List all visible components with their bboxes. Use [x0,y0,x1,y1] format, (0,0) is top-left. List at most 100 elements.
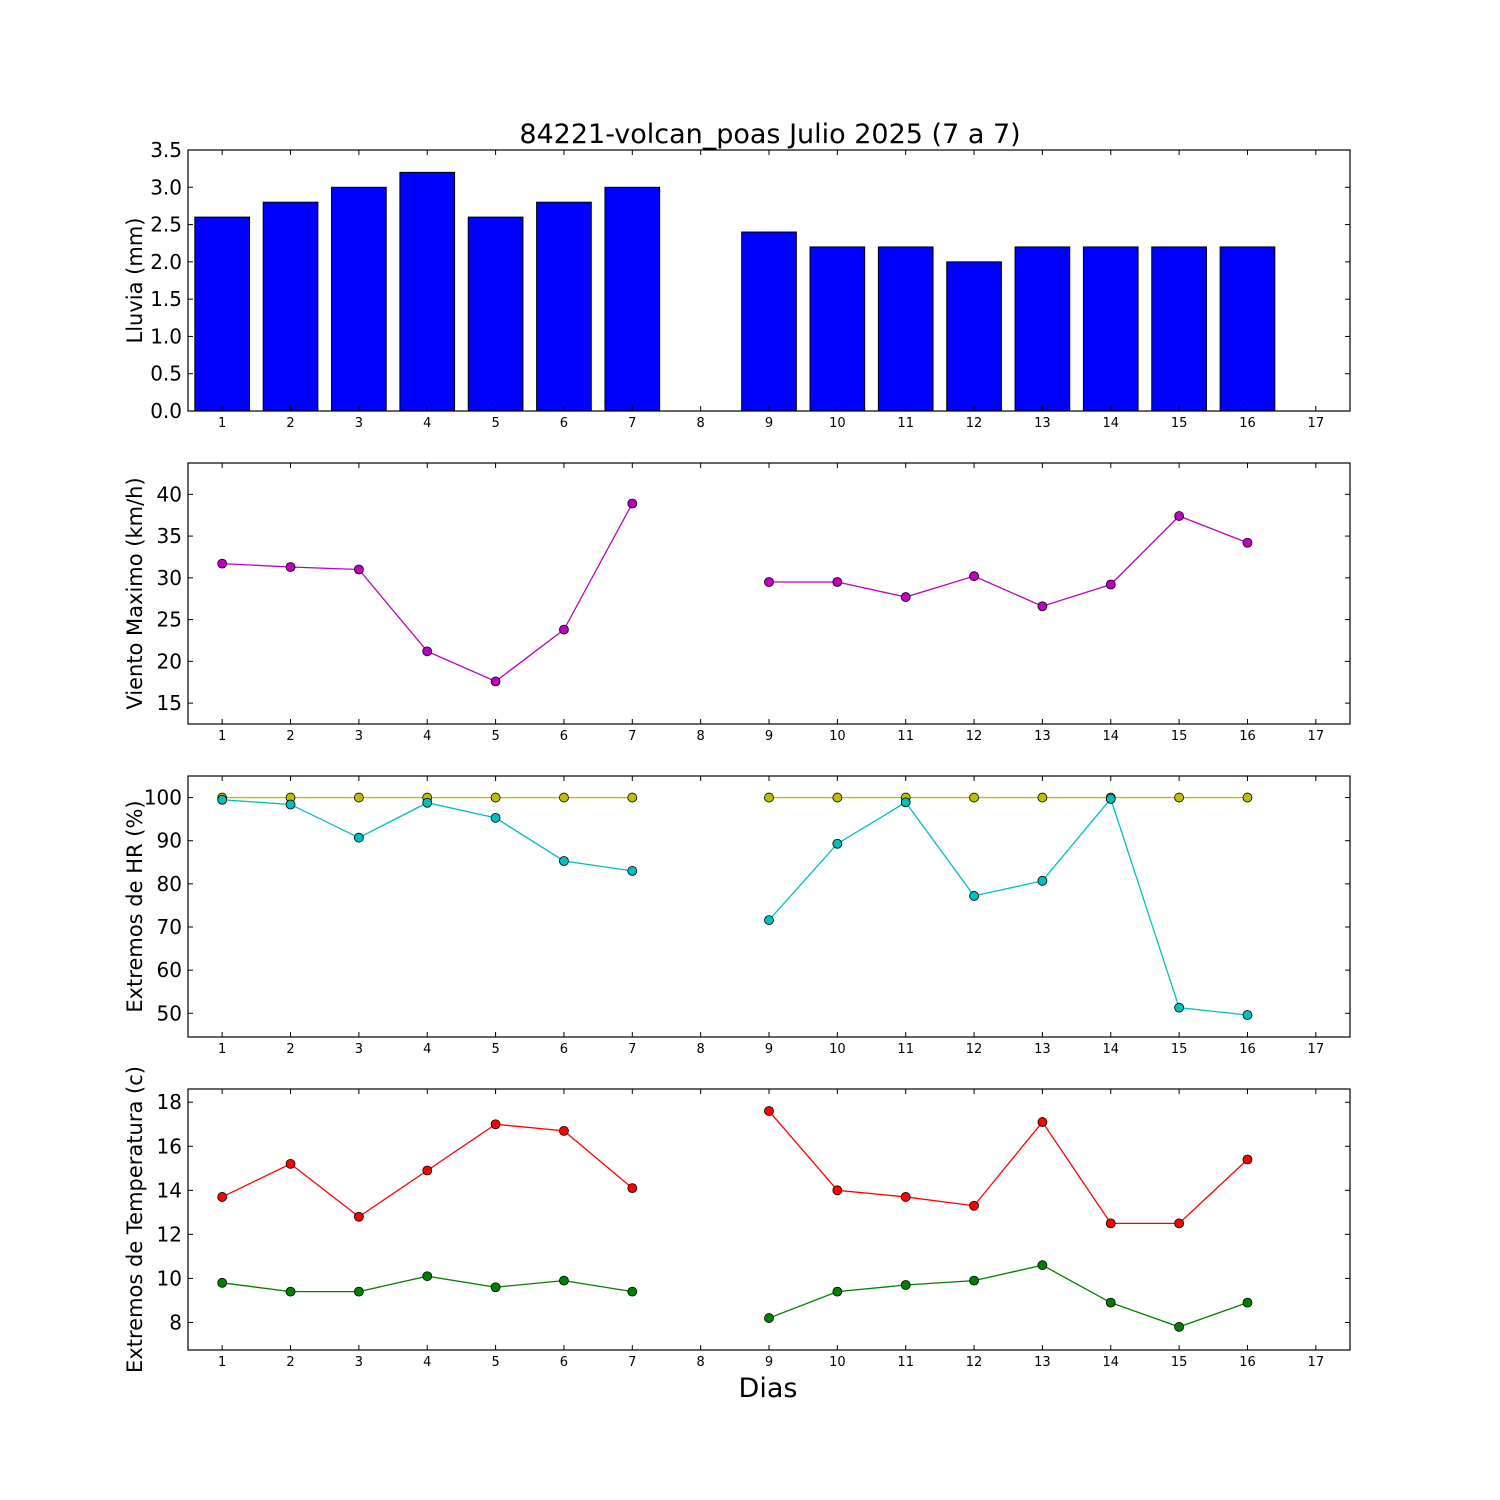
x-tick-label: 1 [218,1355,226,1370]
y-tick-label: 35 [157,524,182,548]
x-tick-label: 10 [829,416,846,431]
data-point [764,1106,774,1116]
data-point [1242,792,1253,803]
y-axis-label: Extremos de HR (%) [123,800,147,1012]
data-point [559,792,569,803]
y-tick-label: 70 [157,915,182,939]
x-tick-label: 8 [697,416,705,431]
data-point [490,676,501,687]
data-point [1037,1117,1048,1127]
x-tick-label: 10 [829,1355,846,1370]
data-point [1174,1002,1185,1013]
x-tick-label: 2 [286,416,294,431]
data-point [559,856,569,866]
data-point [353,832,364,843]
x-tick-label: 15 [1171,416,1188,431]
x-tick-label: 7 [628,729,636,744]
data-point [422,797,433,808]
data-point [1105,793,1116,804]
data-point [1037,792,1048,803]
y-tick-label: 25 [157,608,182,632]
x-tick-label: 3 [355,729,363,744]
y-tick-label: 60 [157,958,182,982]
x-tick-label: 10 [829,1042,846,1057]
data-point [353,1211,364,1222]
x-tick-label: 14 [1102,1042,1119,1057]
x-tick-label: 3 [355,416,363,431]
data-point [422,1165,433,1176]
data-point [285,562,296,572]
data-point [1174,792,1185,803]
data-point [422,1271,433,1282]
data-point [1105,1297,1116,1308]
data-point [559,1125,569,1136]
data-point [217,794,228,805]
y-tick-label: 2.5 [150,213,182,237]
x-tick-label: 8 [697,1355,705,1370]
data-point [832,792,843,803]
x-tick-label: 9 [765,1042,773,1057]
data-point [353,564,364,575]
data-point [627,792,638,803]
data-point [1105,579,1116,590]
y-tick-label: 80 [157,872,182,896]
x-tick-label: 2 [286,1355,294,1370]
data-point [832,838,843,849]
x-tick-label: 6 [560,416,568,431]
y-tick-label: 18 [157,1090,182,1114]
x-tick-label: 15 [1171,1355,1188,1370]
data-point [764,792,774,803]
y-tick-label: 2.0 [150,250,182,274]
x-tick-label: 12 [966,729,983,744]
x-tick-label: 1 [218,729,226,744]
bar [1219,246,1276,412]
y-tick-label: 15 [157,691,182,715]
x-tick-label: 15 [1171,729,1188,744]
x-tick-label: 17 [1308,1042,1325,1057]
x-tick-label: 12 [966,1042,983,1057]
x-tick-label: 7 [628,416,636,431]
y-tick-label: 3.0 [150,175,182,199]
bar [331,186,387,412]
y-tick-label: 0.5 [150,362,182,386]
data-point [285,799,296,810]
data-point [764,915,774,925]
x-tick-label: 17 [1308,416,1325,431]
y-axis-label: Lluvia (mm) [123,218,147,344]
y-tick-label: 1.5 [150,287,182,311]
y-axis-label: Extremos de Temperatura (c) [123,1066,147,1373]
data-point [764,577,774,587]
x-tick-label: 1 [218,1042,226,1057]
x-tick-label: 17 [1308,729,1325,744]
data-point [764,1313,774,1323]
data-point [627,1286,638,1297]
y-tick-label: 30 [157,566,182,590]
x-tick-label: 17 [1308,1355,1325,1370]
data-point [969,1275,979,1286]
y-tick-label: 12 [157,1222,182,1246]
x-tick-label: 11 [897,1042,914,1057]
data-point [900,797,911,808]
data-point [1174,1321,1185,1332]
data-point [1242,1154,1253,1165]
x-tick-label: 11 [897,729,914,744]
data-point [900,592,911,602]
data-point [627,866,638,876]
y-tick-label: 16 [157,1134,182,1158]
y-tick-label: 20 [157,649,182,673]
x-tick-label: 7 [628,1042,636,1057]
x-tick-label: 11 [897,416,914,431]
data-point [1037,601,1048,612]
data-point [285,1158,296,1169]
data-point [217,1192,228,1202]
bar [1151,246,1207,412]
data-point [1242,1297,1253,1308]
series-line [768,797,1248,1016]
x-tick-label: 6 [560,729,568,744]
bar [467,216,524,412]
data-point [353,1286,364,1297]
bar [536,201,592,412]
data-point [900,1280,911,1290]
x-tick-label: 12 [966,1355,983,1370]
